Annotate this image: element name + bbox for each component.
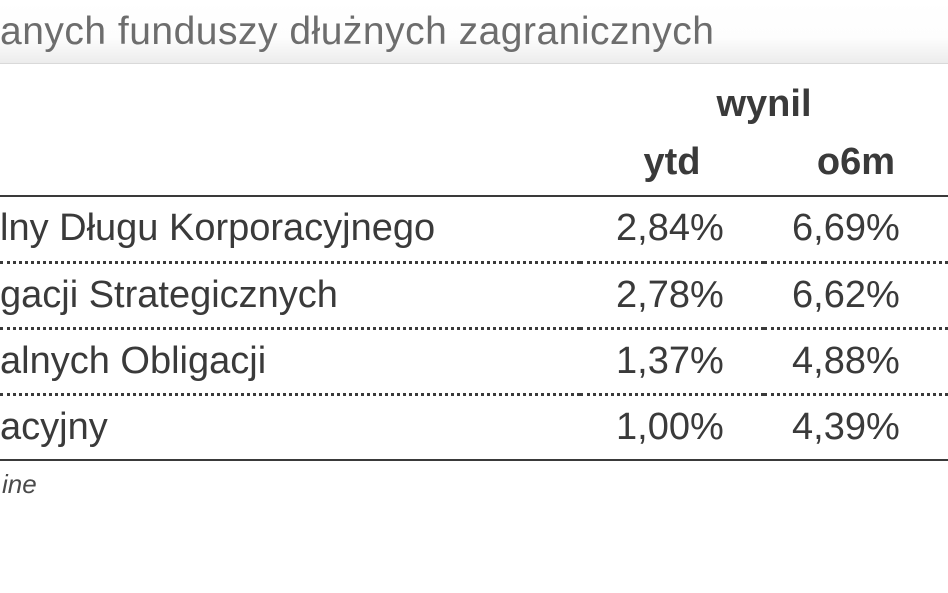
cell-ytd: 2,78% bbox=[580, 262, 764, 328]
col-header-ytd: ytd bbox=[580, 130, 764, 196]
table-row: acyjny 1,00% 4,39% bbox=[0, 394, 948, 460]
fund-table-container: wynil ytd o6m lny Długu Korporacyjnego 2… bbox=[0, 64, 948, 500]
table-header-row: ytd o6m bbox=[0, 130, 948, 196]
cell-ytd: 1,00% bbox=[580, 394, 764, 460]
cell-fund-name: acyjny bbox=[0, 394, 580, 460]
table-row: alnych Obligacji 1,37% 4,88% bbox=[0, 328, 948, 394]
super-header-results: wynil bbox=[580, 64, 948, 130]
cell-6m: 6,62% bbox=[764, 262, 948, 328]
cell-6m: 4,39% bbox=[764, 394, 948, 460]
cell-ytd: 1,37% bbox=[580, 328, 764, 394]
table-row: lny Długu Korporacyjnego 2,84% 6,69% bbox=[0, 196, 948, 262]
cell-fund-name: lny Długu Korporacyjnego bbox=[0, 196, 580, 262]
fund-table: wynil ytd o6m lny Długu Korporacyjnego 2… bbox=[0, 64, 948, 461]
col-header-name bbox=[0, 130, 580, 196]
table-title: anych funduszy dłużnych zagranicznych bbox=[0, 0, 948, 64]
table-row: gacji Strategicznych 2,78% 6,62% bbox=[0, 262, 948, 328]
table-super-header-row: wynil bbox=[0, 64, 948, 130]
cell-6m: 4,88% bbox=[764, 328, 948, 394]
table-footnote: ine bbox=[0, 461, 948, 500]
cell-fund-name: alnych Obligacji bbox=[0, 328, 580, 394]
super-header-empty bbox=[0, 64, 580, 130]
cell-6m: 6,69% bbox=[764, 196, 948, 262]
col-header-6m: o6m bbox=[764, 130, 948, 196]
cell-fund-name: gacji Strategicznych bbox=[0, 262, 580, 328]
cell-ytd: 2,84% bbox=[580, 196, 764, 262]
